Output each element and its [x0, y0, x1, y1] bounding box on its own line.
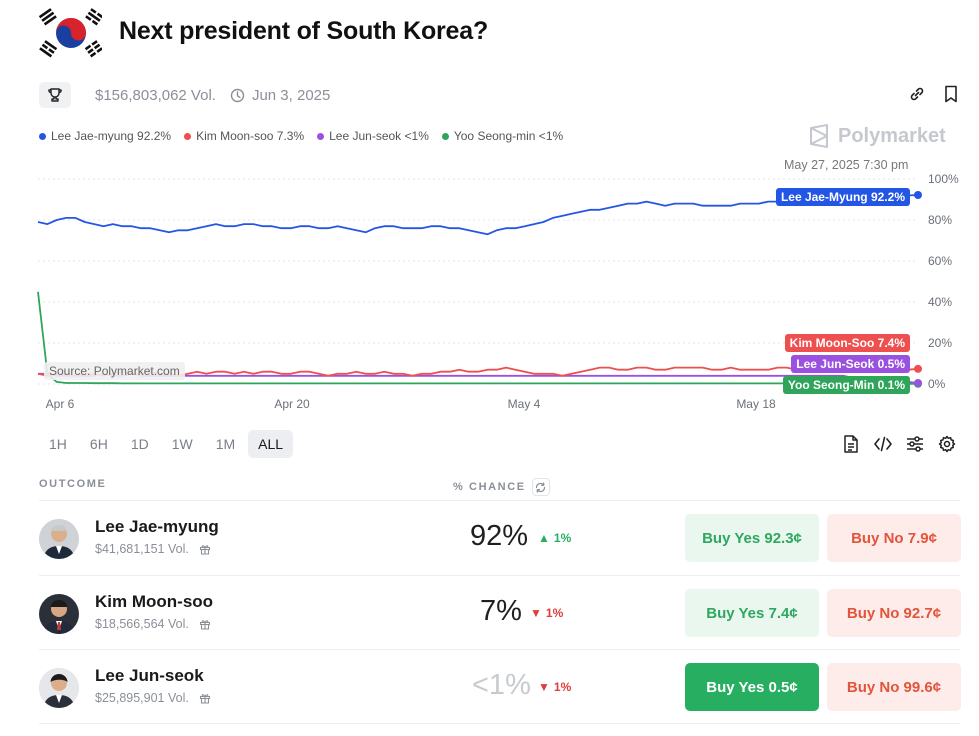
y-tick-label: 100%	[928, 172, 959, 186]
legend-item[interactable]: Yoo Seong-min <1%	[441, 129, 563, 143]
buy-no-button[interactable]: Buy No 99.6¢	[827, 663, 961, 711]
series-end-point	[914, 378, 922, 387]
end-date: Jun 3, 2025	[230, 87, 330, 104]
series-line	[37, 291, 918, 385]
market-meta: $156,803,062 Vol. Jun 3, 2025	[39, 81, 330, 109]
chart-tools	[841, 434, 957, 454]
chance-change: ▲ 1%	[538, 531, 572, 545]
candidate-name[interactable]: Lee Jae-myung	[95, 517, 219, 536]
page-title: Next president of South Korea?	[119, 17, 489, 45]
candidate-name[interactable]: Lee Jun-seok	[95, 666, 204, 685]
outcome-row[interactable]: Lee Jae-myung $41,681,151 Vol. 92% ▲ 1% B…	[39, 501, 961, 575]
series-end-point	[914, 364, 922, 373]
polymarket-logo-icon	[810, 124, 828, 148]
range-1m-button[interactable]: 1M	[215, 436, 236, 452]
range-1w-button[interactable]: 1W	[171, 436, 193, 452]
buy-yes-button[interactable]: Buy Yes 92.3¢	[685, 514, 819, 562]
candidate-name[interactable]: Kim Moon-soo	[95, 592, 214, 611]
range-1d-button[interactable]: 1D	[130, 436, 149, 452]
document-icon[interactable]	[841, 434, 861, 454]
candidate-volume: $41,681,151 Vol.	[95, 542, 211, 556]
buy-yes-button[interactable]: Buy Yes 0.5¢	[685, 663, 819, 711]
candidate-volume: $18,566,564 Vol.	[95, 617, 211, 631]
polymarket-logo: Polymarket	[808, 124, 946, 148]
chance-value: 7%	[480, 595, 522, 627]
candidate-volume: $25,895,901 Vol.	[95, 691, 211, 705]
y-tick-label: 80%	[928, 213, 952, 227]
series-end-point	[914, 190, 922, 199]
series-end-label: Lee Jae-Myung 92.2%	[775, 188, 910, 206]
settings-gear-icon[interactable]	[937, 434, 957, 454]
range-6h-button[interactable]: 6H	[89, 436, 108, 452]
clock-icon	[230, 88, 245, 102]
gift-icon[interactable]	[199, 618, 211, 630]
south-korea-flag-icon	[38, 7, 104, 59]
chance-value: <1%	[472, 669, 531, 701]
chance-change: ▼ 1%	[530, 606, 564, 620]
bookmark-icon[interactable]	[941, 84, 961, 104]
sliders-icon[interactable]	[905, 434, 925, 454]
y-tick-label: 60%	[928, 254, 952, 268]
market-volume: $156,803,062 Vol.	[95, 86, 216, 104]
chance-change: ▼ 1%	[538, 680, 572, 694]
buy-no-button[interactable]: Buy No 92.7¢	[827, 589, 961, 637]
trophy-icon[interactable]	[39, 82, 71, 108]
refresh-icon[interactable]	[531, 478, 550, 496]
range-all-button[interactable]: ALL	[248, 430, 294, 458]
legend-item[interactable]: Lee Jun-seok <1%	[317, 129, 429, 143]
series-end-label: Lee Jun-Seok 0.5%	[791, 355, 910, 373]
series-end-label: Kim Moon-Soo 7.4%	[784, 334, 910, 352]
x-tick-label: May 4	[508, 397, 541, 411]
legend-item[interactable]: Lee Jae-myung 92.2%	[39, 129, 171, 143]
hover-date: May 27, 2025 7:30 pm	[784, 158, 909, 172]
series-line	[37, 194, 919, 236]
chance-value: 92%	[470, 520, 529, 552]
link-icon[interactable]	[907, 84, 927, 104]
source-label: Source: Polymarket.com	[44, 362, 185, 380]
y-tick-label: 20%	[928, 336, 952, 350]
avatar	[39, 519, 79, 559]
avatar	[39, 668, 79, 708]
price-chart[interactable]: 100% 80% 60% 40% 20% 0% Apr 6 Apr 20 May 4 May 18	[0, 170, 979, 420]
avatar	[39, 594, 79, 634]
triangle-down-icon: ▼	[538, 680, 550, 694]
time-range-selector: 1H 6H 1D 1W 1M ALL	[39, 430, 296, 458]
outcome-row[interactable]: Lee Jun-seok $25,895,901 Vol. <1% ▼ 1% Bu…	[39, 650, 961, 724]
triangle-up-icon: ▲	[538, 531, 550, 545]
outcome-row[interactable]: Kim Moon-soo $18,566,564 Vol. 7% ▼ 1% Buy…	[39, 576, 961, 650]
x-tick-label: Apr 6	[46, 397, 75, 411]
buy-yes-button[interactable]: Buy Yes 7.4¢	[685, 589, 819, 637]
legend-item[interactable]: Kim Moon-soo 7.3%	[184, 129, 304, 143]
gift-icon[interactable]	[199, 543, 211, 555]
triangle-down-icon: ▼	[530, 606, 542, 620]
x-tick-label: Apr 20	[274, 397, 310, 411]
gift-icon[interactable]	[199, 692, 211, 704]
y-tick-label: 0%	[928, 377, 946, 391]
chart-legend: Lee Jae-myung 92.2% Kim Moon-soo 7.3% Le…	[39, 129, 576, 143]
series-end-label: Yoo Seong-Min 0.1%	[782, 376, 910, 394]
y-tick-label: 40%	[928, 295, 952, 309]
embed-code-icon[interactable]	[873, 434, 893, 454]
chance-header: % CHANCE	[453, 478, 550, 496]
range-1h-button[interactable]: 1H	[49, 436, 67, 452]
end-date-label: Jun 3, 2025	[251, 86, 331, 104]
x-tick-label: May 18	[736, 397, 776, 411]
outcome-header: OUTCOME	[39, 478, 107, 490]
header-actions	[907, 84, 961, 104]
buy-no-button[interactable]: Buy No 7.9¢	[827, 514, 961, 562]
